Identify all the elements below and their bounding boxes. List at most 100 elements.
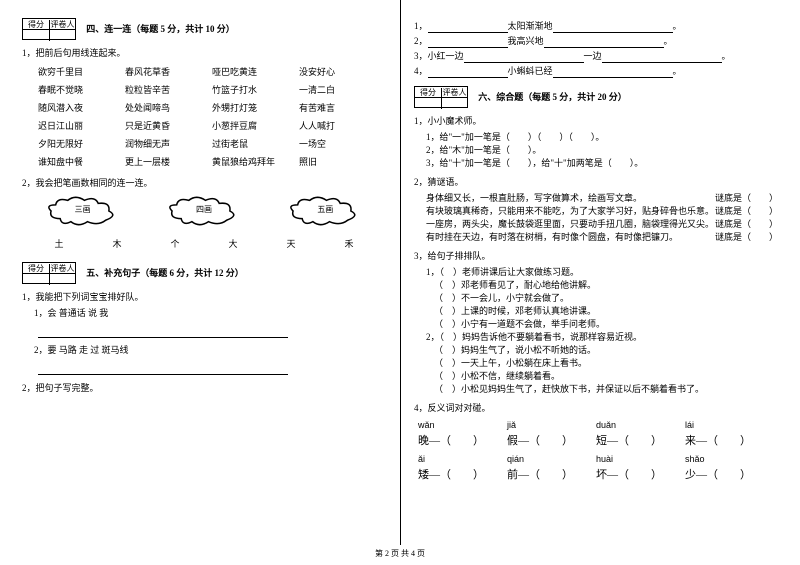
grid-cell: 一场空 <box>299 135 386 153</box>
grid-cell: 谁知盘中餐 <box>38 153 125 171</box>
question-5-1: 1，我能把下列词宝宝排好队。 <box>22 290 386 303</box>
riddle-line: 一座房，两头尖，魔长鼓袋逛里面，只要动手扭几圈，脑袋理得光又尖。谜底是（ ） <box>426 218 778 231</box>
riddle-answer: 谜底是（ ） <box>715 205 778 218</box>
blank <box>428 38 508 48</box>
fill-line-2: 2，我高兴地。 <box>414 35 778 48</box>
grid-cell: 只是近黄昏 <box>125 117 212 135</box>
grid-cell: 迟日江山丽 <box>38 117 125 135</box>
word-list-2: 2，要 马路 走 过 斑马线 <box>34 344 386 357</box>
fill-sentences: 1，太阳渐渐地。 2，我高兴地。 3，小红一边一边。 4，小蝌蚪已经。 <box>414 20 778 78</box>
antonym-pair: qián前—（ ） <box>507 454 596 482</box>
magic-line: 3，给"十"加一笔是（ ），给"十"加两笔是（ ）。 <box>426 157 778 170</box>
antonym-pair: huài 坏—（ ） <box>596 454 685 482</box>
answer-line <box>38 326 288 338</box>
grid-cell: 没安好心 <box>299 63 386 81</box>
grid-cell: 哑巴吃黄连 <box>212 63 299 81</box>
char-item: 禾 <box>320 237 378 250</box>
antonym-pair: duǎn短—（ ） <box>596 420 685 448</box>
seq-line: 2，（ ）妈妈告诉他不要躺着看书，说那样容易近视。 <box>426 331 778 344</box>
cloud-label: 四画 <box>166 204 242 215</box>
antonym-row-1: wǎn晚—（ ） jiǎ 假—（ ） duǎn短—（ ） lái 来—（ ） <box>418 420 774 448</box>
grid-cell: 随风潜入夜 <box>38 99 125 117</box>
pinyin: huài <box>596 454 685 464</box>
section-5-header: 得分评卷人 五、补充句子（每题 6 分，共计 12 分） <box>22 262 386 284</box>
seq-line: （ ）小松见妈妈生气了，赶快放下书，并保证以后不躺着看书了。 <box>434 383 778 396</box>
grid-cell: 润物细无声 <box>125 135 212 153</box>
grid-cell: 一清二白 <box>299 81 386 99</box>
hanzi: 少—（ ） <box>685 469 751 481</box>
seq-line: 1，（ ）老师讲课后让大家做练习题。 <box>426 266 778 279</box>
score-label: 得分 <box>23 20 49 30</box>
riddle-answer: 谜底是（ ） <box>715 231 778 244</box>
char-item: 个 <box>146 237 204 250</box>
question-5-2: 2，把句子写完整。 <box>22 381 386 394</box>
antonym-pair: wǎn晚—（ ） <box>418 420 507 448</box>
grid-cell: 照旧 <box>299 153 386 171</box>
question-6-2: 2，猜谜语。 <box>414 175 778 188</box>
pinyin: jiǎ <box>507 420 596 430</box>
pinyin: lái <box>685 420 774 430</box>
grid-cell: 处处闻啼鸟 <box>125 99 212 117</box>
score-box: 得分评卷人 <box>22 262 76 284</box>
fill-line-3: 3，小红一边一边。 <box>414 50 778 63</box>
cloud-label: 三画 <box>45 204 121 215</box>
right-column: 1，太阳渐渐地。 2，我高兴地。 3，小红一边一边。 4，小蝌蚪已经。 得分评卷… <box>400 0 800 540</box>
pinyin: shǎo <box>685 454 774 464</box>
char-item: 土 <box>30 237 88 250</box>
answer-line <box>38 363 288 375</box>
hanzi: 前—（ ） <box>507 469 573 481</box>
grid-cell: 粒粒皆辛苦 <box>125 81 212 99</box>
grader-label: 评卷人 <box>441 88 467 98</box>
blank <box>553 68 673 78</box>
antonym-pair: ǎi矮—（ ） <box>418 454 507 482</box>
grid-cell: 有苦难言 <box>299 99 386 117</box>
grid-cell: 欲穷千里目 <box>38 63 125 81</box>
section-4-title: 四、连一连（每题 5 分，共计 10 分） <box>86 18 235 40</box>
magic-line: 2，给"木"加一笔是（ ）。 <box>426 144 778 157</box>
riddle-line: 身体细又长，一根直肚肠，写字做算术，绘画写文章。谜底是（ ） <box>426 192 778 205</box>
grid-cell: 外甥打灯笼 <box>212 99 299 117</box>
cloud-icon: 五画 <box>287 195 363 227</box>
antonym-pair: lái 来—（ ） <box>685 420 774 448</box>
seq-line: （ ）一天上午，小松躺在床上看书。 <box>434 357 778 370</box>
hanzi: 坏—（ ） <box>596 469 662 481</box>
grid-cell: 小葱拌豆腐 <box>212 117 299 135</box>
grid-cell: 春眠不觉晓 <box>38 81 125 99</box>
grid-cell: 夕阳无限好 <box>38 135 125 153</box>
score-label: 得分 <box>415 88 441 98</box>
cloud-label: 五画 <box>287 204 363 215</box>
score-box: 得分评卷人 <box>22 18 76 40</box>
question-4-1: 1，把前后句用线连起来。 <box>22 46 386 59</box>
hanzi: 来—（ ） <box>685 435 751 447</box>
matching-grid: 欲穷千里目春风花草香哑巴吃黄连没安好心 春眠不觉晓粒粒皆辛苦竹篮子打水一清二白 … <box>38 63 386 171</box>
char-row: 土 木 个 大 天 禾 <box>22 237 386 250</box>
seq-line: （ ）邓老师看见了，耐心地给他讲解。 <box>434 279 778 292</box>
riddle-answer: 谜底是（ ） <box>715 218 778 231</box>
seq-line: （ ）小宁有一道题不会做，举手问老师。 <box>434 318 778 331</box>
antonym-pair: jiǎ 假—（ ） <box>507 420 596 448</box>
grid-cell: 春风花草香 <box>125 63 212 81</box>
question-6-3: 3，给句子排排队。 <box>414 249 778 262</box>
hanzi: 短—（ ） <box>596 435 662 447</box>
section-4-header: 得分评卷人 四、连一连（每题 5 分，共计 10 分） <box>22 18 386 40</box>
pinyin: wǎn <box>418 420 507 430</box>
section-6-header: 得分评卷人 六、综合题（每题 5 分，共计 20 分） <box>414 86 778 108</box>
antonym-pair: shǎo 少—（ ） <box>685 454 774 482</box>
magic-line: 1，给"一"加一笔是（ ）（ ）（ ）。 <box>426 131 778 144</box>
seq-line: （ ）小松不信，继续躺着看。 <box>434 370 778 383</box>
question-6-1: 1，小小魔术师。 <box>414 114 778 127</box>
seq-line: （ ）不一会儿，小宁就会做了。 <box>434 292 778 305</box>
char-item: 木 <box>88 237 146 250</box>
seq-line: （ ）上课的时候，邓老师认真地讲课。 <box>434 305 778 318</box>
riddle-line: 有块玻璃真稀奇，只能用来不能吃，为了大家学习好，贴身碎骨也乐意。谜底是（ ） <box>426 205 778 218</box>
hanzi: 假—（ ） <box>507 435 573 447</box>
cloud-icon: 三画 <box>45 195 121 227</box>
grid-cell: 竹篮子打水 <box>212 81 299 99</box>
grader-label: 评卷人 <box>49 264 75 274</box>
fill-line-4: 4，小蝌蚪已经。 <box>414 65 778 78</box>
blank <box>464 53 584 63</box>
hanzi: 矮—（ ） <box>418 469 484 481</box>
cloud-icon: 四画 <box>166 195 242 227</box>
seq-line: （ ）妈妈生气了，说小松不听她的话。 <box>434 344 778 357</box>
grid-cell: 更上一层楼 <box>125 153 212 171</box>
